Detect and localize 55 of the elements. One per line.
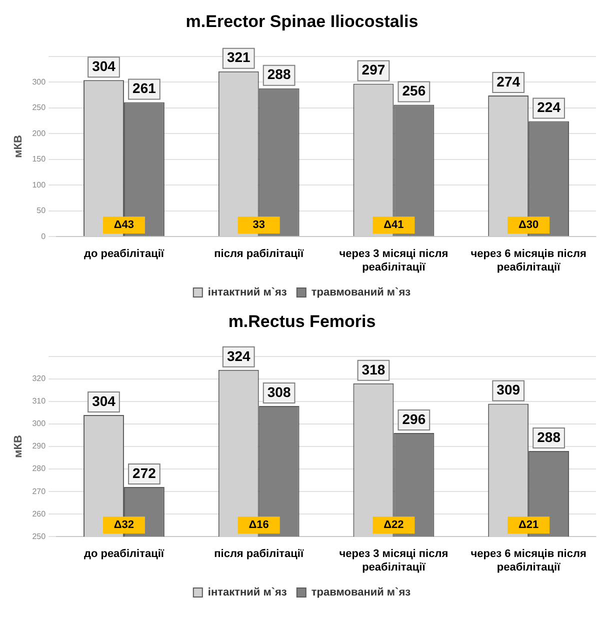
y-tick-label: 300 bbox=[32, 77, 46, 86]
annotation: Δ22 bbox=[384, 519, 404, 532]
y-tick-label: 300 bbox=[32, 419, 46, 428]
data-label: 308 bbox=[267, 384, 291, 400]
data-label: 324 bbox=[226, 348, 251, 364]
y-axis-title: мКВ bbox=[12, 135, 25, 158]
data-label: 261 bbox=[132, 80, 156, 96]
y-tick-label: 320 bbox=[32, 374, 46, 384]
data-label: 304 bbox=[92, 392, 116, 409]
y-tick-label: 200 bbox=[32, 128, 46, 138]
data-label: 318 bbox=[362, 361, 386, 378]
data-label: 274 bbox=[496, 73, 520, 90]
x-tick-label: через 3 місяці після реабілітації bbox=[339, 248, 448, 274]
chart-title: m.Erector Spinae Iliocostalis bbox=[186, 12, 418, 31]
legend-label: травмований м`яз bbox=[311, 586, 412, 599]
x-tick-label: після рабілітації bbox=[214, 248, 304, 260]
y-tick-label: 250 bbox=[32, 532, 46, 541]
y-tick-label: 250 bbox=[32, 103, 46, 112]
y-tick-label: 260 bbox=[32, 509, 46, 518]
annotation: Δ41 bbox=[384, 219, 404, 232]
y-tick-label: 150 bbox=[32, 154, 46, 164]
data-label: 297 bbox=[362, 62, 386, 78]
data-label: 304 bbox=[92, 58, 116, 74]
y-tick-label: 50 bbox=[36, 206, 46, 216]
y-tick-label: 310 bbox=[32, 396, 46, 406]
y-tick-label: 0 bbox=[41, 232, 46, 241]
y-tick-label: 280 bbox=[32, 464, 46, 474]
x-tick-label: через 6 місяців після реабілітації bbox=[470, 548, 586, 574]
data-label: 288 bbox=[537, 428, 561, 445]
data-label: 296 bbox=[402, 410, 426, 427]
x-tick-label: після рабілітації bbox=[214, 548, 304, 560]
y-axis-title: мКВ bbox=[12, 435, 25, 458]
data-label: 272 bbox=[132, 464, 156, 481]
x-tick-label: через 6 місяців після реабілітації bbox=[470, 248, 586, 274]
legend-label: інтактний м`яз bbox=[208, 286, 288, 299]
annotation: 33 bbox=[252, 219, 265, 232]
data-label: 309 bbox=[496, 382, 520, 398]
legend-label: інтактний м`яз bbox=[208, 586, 288, 599]
data-label: 321 bbox=[226, 49, 251, 66]
x-tick-label: до реабілітації bbox=[84, 548, 165, 560]
y-tick-label: 100 bbox=[32, 180, 46, 190]
annotation: Δ32 bbox=[114, 519, 134, 532]
legend-label: травмований м`яз bbox=[311, 286, 412, 299]
data-label: 256 bbox=[402, 82, 426, 99]
y-tick-label: 270 bbox=[32, 486, 46, 496]
annotation: Δ43 bbox=[114, 219, 134, 232]
data-label: 224 bbox=[537, 99, 561, 116]
x-tick-label: до реабілітації bbox=[84, 248, 165, 260]
annotation: Δ21 bbox=[518, 519, 539, 532]
chart-title: m.Rectus Femoris bbox=[228, 312, 376, 331]
annotation: Δ16 bbox=[248, 519, 269, 532]
x-tick-label: через 3 місяці після реабілітації bbox=[339, 548, 448, 574]
annotation: Δ30 bbox=[518, 219, 539, 232]
data-label: 288 bbox=[267, 66, 291, 82]
y-tick-label: 290 bbox=[32, 442, 46, 451]
